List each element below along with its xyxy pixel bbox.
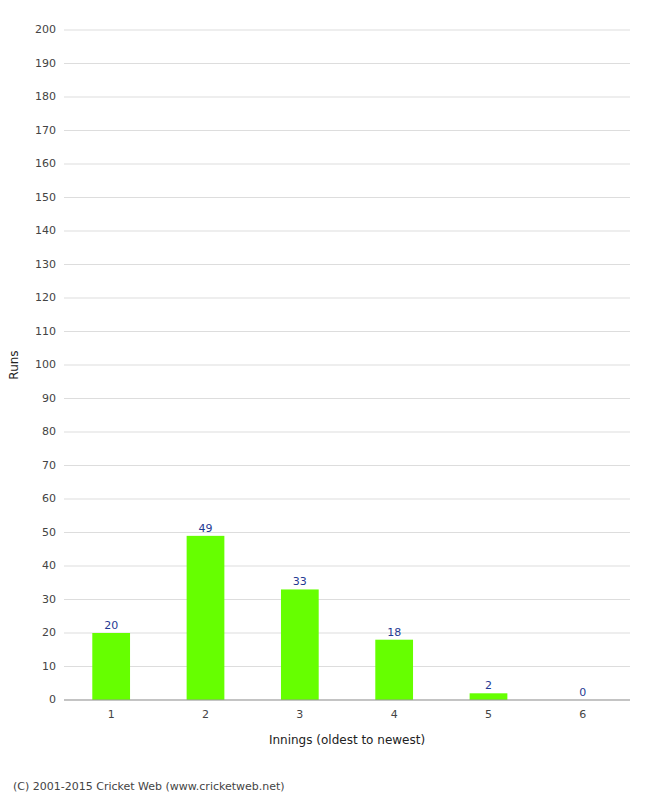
grid [64, 30, 630, 700]
y-tick-label: 50 [42, 526, 56, 539]
chart-container: 0102030405060708090100110120130140150160… [0, 0, 650, 800]
y-tick-label: 200 [35, 23, 56, 36]
data-label: 2 [485, 679, 492, 692]
x-axis-label: Innings (oldest to newest) [269, 733, 425, 747]
y-tick-label: 170 [35, 124, 56, 137]
chart-svg: 0102030405060708090100110120130140150160… [0, 0, 650, 800]
y-tick-label: 80 [42, 425, 56, 438]
bar [187, 536, 225, 700]
x-tick-label: 3 [296, 708, 303, 721]
y-tick-label: 150 [35, 191, 56, 204]
bar [92, 633, 130, 700]
y-tick-label: 30 [42, 593, 56, 606]
x-tick-label: 5 [485, 708, 492, 721]
grid-line [64, 532, 630, 533]
grid-line [64, 63, 630, 64]
bar [470, 693, 508, 700]
grid-line [64, 465, 630, 466]
grid-line [64, 566, 630, 567]
y-tick-label: 20 [42, 626, 56, 639]
grid-line [64, 666, 630, 667]
y-tick-label: 140 [35, 224, 56, 237]
y-tick-label: 100 [35, 358, 56, 371]
x-axis-line [64, 700, 630, 701]
data-label: 33 [293, 575, 307, 588]
y-axis-label: Runs [7, 350, 21, 379]
y-tick-label: 10 [42, 660, 56, 673]
grid-line [64, 298, 630, 299]
grid-line [64, 365, 630, 366]
grid-line [64, 700, 630, 701]
x-tick-label: 6 [579, 708, 586, 721]
data-label: 18 [387, 626, 401, 639]
y-tick-label: 0 [49, 693, 56, 706]
y-tick-label: 180 [35, 90, 56, 103]
x-tick-label: 4 [391, 708, 398, 721]
grid-line [64, 97, 630, 98]
grid-line [64, 432, 630, 433]
y-tick-label: 120 [35, 291, 56, 304]
bar [375, 640, 413, 700]
grid-line [64, 231, 630, 232]
y-tick-label: 130 [35, 258, 56, 271]
grid-line [64, 599, 630, 600]
x-tick-label: 2 [202, 708, 209, 721]
bar [281, 589, 319, 700]
x-tick-label: 1 [108, 708, 115, 721]
y-tick-label: 40 [42, 559, 56, 572]
grid-line [64, 499, 630, 500]
grid-line [64, 398, 630, 399]
grid-line [64, 331, 630, 332]
grid-line [64, 30, 630, 31]
y-tick-label: 190 [35, 57, 56, 70]
y-tick-label: 70 [42, 459, 56, 472]
grid-line [64, 197, 630, 198]
data-label: 20 [104, 619, 118, 632]
grid-line [64, 633, 630, 634]
data-label: 49 [199, 522, 213, 535]
y-tick-label: 160 [35, 157, 56, 170]
y-tick-label: 90 [42, 392, 56, 405]
grid-line [64, 264, 630, 265]
y-tick-label: 60 [42, 492, 56, 505]
data-label: 0 [579, 686, 586, 699]
y-tick-label: 110 [35, 325, 56, 338]
footer: (C) 2001-2015 Cricket Web (www.cricketwe… [13, 780, 285, 793]
grid-line [64, 130, 630, 131]
grid-line [64, 164, 630, 165]
bars [92, 536, 507, 700]
